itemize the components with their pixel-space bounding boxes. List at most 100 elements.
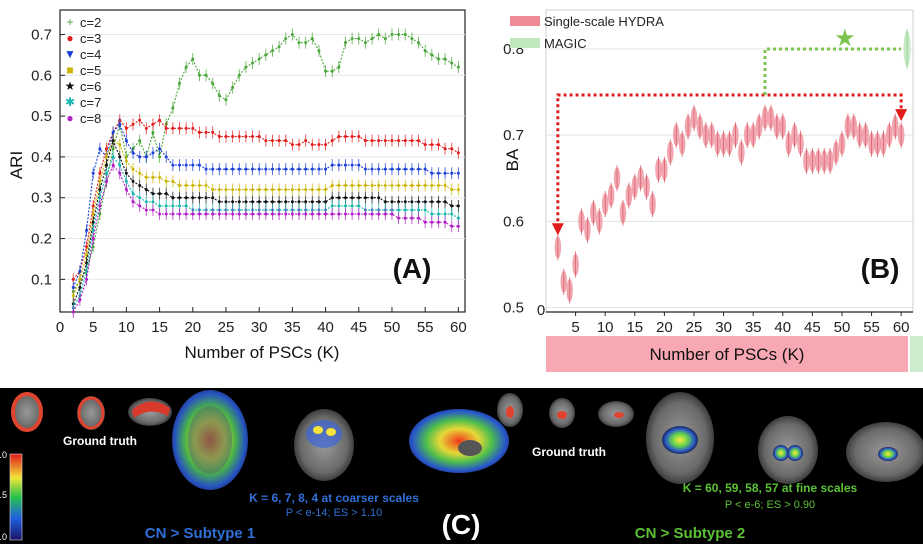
data-point-a [197,196,201,200]
data-point-a [383,139,387,143]
data-point-a [204,183,208,187]
data-point-a [257,135,261,139]
data-point-a [423,49,427,53]
data-point-a [111,155,115,159]
data-point-a [343,196,347,200]
data-point-a [343,163,347,167]
data-point-a [417,208,421,212]
data-point-a [197,130,201,134]
data-point-a [231,212,235,216]
data-point-a [350,212,354,216]
data-point-a [317,212,321,216]
y-tick-label-b: 0.5 [503,300,524,317]
subtype2-brains [646,392,923,484]
data-point-a [330,183,334,187]
data-point-a [357,196,361,200]
data-point-a [104,163,108,167]
y-tick-label-a: 0.5 [31,108,52,125]
data-point-a [204,73,208,77]
x-tick-label-a: 40 [317,319,334,336]
contrast-label-left: CN > Subtype 1 [145,525,255,542]
x-tick-label-b: 30 [715,319,732,336]
data-point-a [138,183,142,187]
data-point-a [264,167,268,171]
y-tick-label-a: 0.1 [31,271,52,288]
data-point-a [304,200,308,204]
x-tick-label-b: 15 [626,319,643,336]
legend-marker-a: ★ [65,79,76,93]
legend-label-a: c=2 [80,15,101,30]
x-tick-label-a: 0 [56,319,64,336]
arrowhead-red-left [551,223,564,236]
data-point-a [244,200,248,204]
y-tick-label-a: 0.4 [31,149,52,166]
ground-truth-brains-right [497,393,634,428]
data-point-a [270,167,274,171]
data-point-a [91,228,95,232]
data-point-a [111,147,115,151]
data-point-a [71,294,75,298]
data-point-a [91,171,95,175]
data-point-a [350,204,354,208]
data-point-a [284,212,288,216]
data-point-a [410,200,414,204]
data-point-a [237,73,241,77]
data-point-a [131,200,135,204]
data-point-a [390,212,394,216]
legend-marker-a: ● [66,31,73,45]
data-point-a [158,155,162,159]
data-point-a [98,188,102,192]
data-point-a [350,135,354,139]
data-point-a [317,188,321,192]
data-point-a [417,167,421,171]
data-point-a [450,224,454,228]
data-point-a [211,167,215,171]
y-tick-label-b: 0.7 [503,127,524,144]
data-point-a [144,155,148,159]
data-point-a [284,200,288,204]
data-point-a [370,139,374,143]
data-point-a [71,310,75,314]
data-point-a [383,183,387,187]
series-line-a [72,164,459,313]
data-point-a [231,86,235,90]
data-point-a [244,188,248,192]
data-point-a [264,188,268,192]
x-tick-label-a: 55 [417,319,434,336]
data-point-a [118,122,122,126]
legend-a: + c=2 ● c=3 ▼ c=4 ■ c=5 ★ c=6 ✱ c=7 ● c=8 [64,15,101,126]
legend-marker-a: + [66,15,73,29]
data-point-a [270,188,274,192]
data-point-a [237,188,241,192]
data-point-a [456,188,460,192]
data-point-a [343,204,347,208]
data-point-a [211,196,215,200]
x-tick-label-b: 5 [571,319,579,336]
data-point-a [370,167,374,171]
data-point-a [144,188,148,192]
data-point-a [244,135,248,139]
data-point-a [284,37,288,41]
data-point-a [197,183,201,187]
data-point-a [330,139,334,143]
data-point-a [98,147,102,151]
data-point-a [118,155,122,159]
data-point-a [450,171,454,175]
data-point-a [138,155,142,159]
subtype1-brains [172,390,509,490]
legend-label-magic: MAGIC [544,36,587,51]
data-point-a [78,298,82,302]
data-point-a [144,126,148,130]
panel-c-brain-maps: Ground truth 1.0 0.5 0.0 K = 6, 7, 8, 4 at… [0,388,923,544]
data-point-a [383,37,387,41]
data-point-a [410,139,414,143]
data-point-a [257,167,261,171]
data-point-a [144,208,148,212]
data-point-a [417,216,421,220]
data-point-a [158,192,162,196]
series-line-a [72,33,459,292]
colorbar-tick-label: 0.0 [0,532,7,542]
y-tick-label-a: 0.2 [31,231,52,248]
data-point-a [78,269,82,273]
x-tick-label-b: 40 [774,319,791,336]
